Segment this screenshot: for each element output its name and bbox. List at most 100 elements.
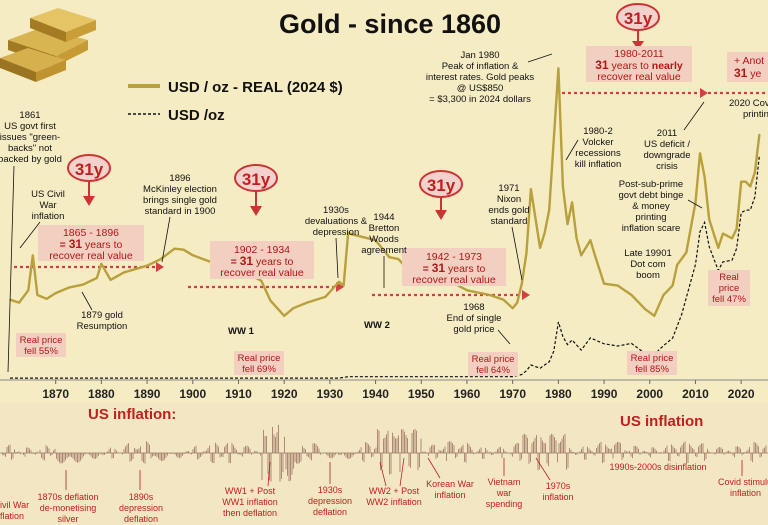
inflation-bar [248,446,249,453]
inflation-bar [741,453,743,456]
inflation-bar [494,452,495,453]
inflation-bar [291,453,293,475]
inflation-bar [300,453,302,462]
gold-bars-logo [0,8,96,82]
badge-31y-2: 31y [234,164,278,216]
inflation-bar [762,448,764,453]
inflation-bar [608,448,609,453]
inflation-bar [584,453,585,460]
data-point [616,284,619,287]
inflation-bar [485,447,486,453]
inflation-bar [510,453,512,455]
inflation-bar [651,447,653,453]
inflation-bar [425,451,426,453]
inflation-bar [108,449,110,453]
x-tick-label: 1880 [88,387,115,401]
inflation-bar [717,447,719,453]
data-point [644,308,646,310]
inflation-bar [8,445,9,453]
svg-text:silver: silver [57,514,78,524]
inflation-bar [756,444,758,453]
inflation-bar [419,453,420,468]
inflation-bar [27,447,29,453]
svg-text:1968: 1968 [463,302,484,313]
svg-text:1944: 1944 [373,212,394,223]
svg-text:1971: 1971 [498,183,519,194]
svg-text:= $3,300 in 2024 dollars: = $3,300 in 2024 dollars [429,94,531,105]
inflation-bar [144,453,146,464]
inflation-bar [401,429,402,453]
inflation-bar [638,448,639,453]
inflation-bar [213,453,215,464]
inflation-bar [11,453,12,460]
data-point [525,252,528,255]
inflation-bar [44,453,45,461]
inflation-bar [752,453,753,463]
inflation-bar [24,453,26,457]
inflation-bar [152,453,153,457]
inflation-bar [209,445,210,453]
chart-title: Gold - since 1860 [279,9,501,39]
svg-text:recover real value: recover real value [597,71,681,83]
inflation-bar [123,449,125,453]
inflation-bar [723,453,725,455]
inflation-event-korean: Korean War inflation [426,479,474,500]
inflation-bar [254,451,255,453]
inflation-bar [278,424,279,453]
inflation-bar [90,453,92,457]
inflation-bar [236,449,237,453]
inflation-bar [614,445,615,453]
svg-text:Volcker: Volcker [582,137,613,148]
svg-text:gold price: gold price [453,324,494,335]
inflation-bar [405,435,407,453]
inflation-bar [636,446,638,453]
inflation-bar [72,453,74,459]
inflation-bar [564,433,566,453]
annotation-resumption-arrow [81,291,93,311]
svg-text:inflation: inflation [730,488,761,498]
inflation-bar [732,453,734,456]
inflation-bar [596,448,597,453]
inflation-bar [231,443,233,453]
inflation-event-covid: Covid stimulu inflation [718,477,768,498]
annotation-devaluation: 1930s devaluations & depression [305,205,368,238]
inflation-bar [579,451,581,453]
inflation-bar [282,453,284,473]
inflation-bar [633,446,635,453]
inflation-bar [428,453,429,456]
svg-text:Real price: Real price [631,353,674,364]
inflation-bar [122,453,123,455]
data-point [96,277,98,279]
inflation-event-arrows [65,457,743,490]
inflation-bar [404,431,405,453]
inflation-bar [111,453,113,459]
inflation-bar [482,453,483,459]
series-line-nominal [10,155,760,379]
inflation-bar [737,446,738,453]
inflation-bar [68,453,69,457]
svg-text:1970s: 1970s [546,481,571,491]
inflation-bar [75,453,77,462]
inflation-bar [590,450,591,453]
inflation-bar [89,453,90,455]
data-point [36,294,39,296]
inflation-bar [308,453,309,458]
svg-text:1879 gold: 1879 gold [81,310,123,321]
inflation-bar [506,452,507,453]
inflation-bar [35,453,36,455]
inflation-bar [242,453,243,457]
inflation-bar [170,453,171,454]
inflation-bar [656,450,657,453]
data-point [100,263,103,265]
inflation-bar [743,453,744,455]
inflation-bar [368,444,369,453]
inflation-bar [275,436,276,453]
inflation-bar [147,442,149,453]
inflation-bar [288,453,290,482]
badge-31y-1: 31y [67,154,111,206]
inflation-bar [276,432,278,453]
inflation-bar [258,453,260,454]
inflation-bar [249,448,251,453]
inflation-bar [320,453,321,455]
data-point [552,138,555,140]
